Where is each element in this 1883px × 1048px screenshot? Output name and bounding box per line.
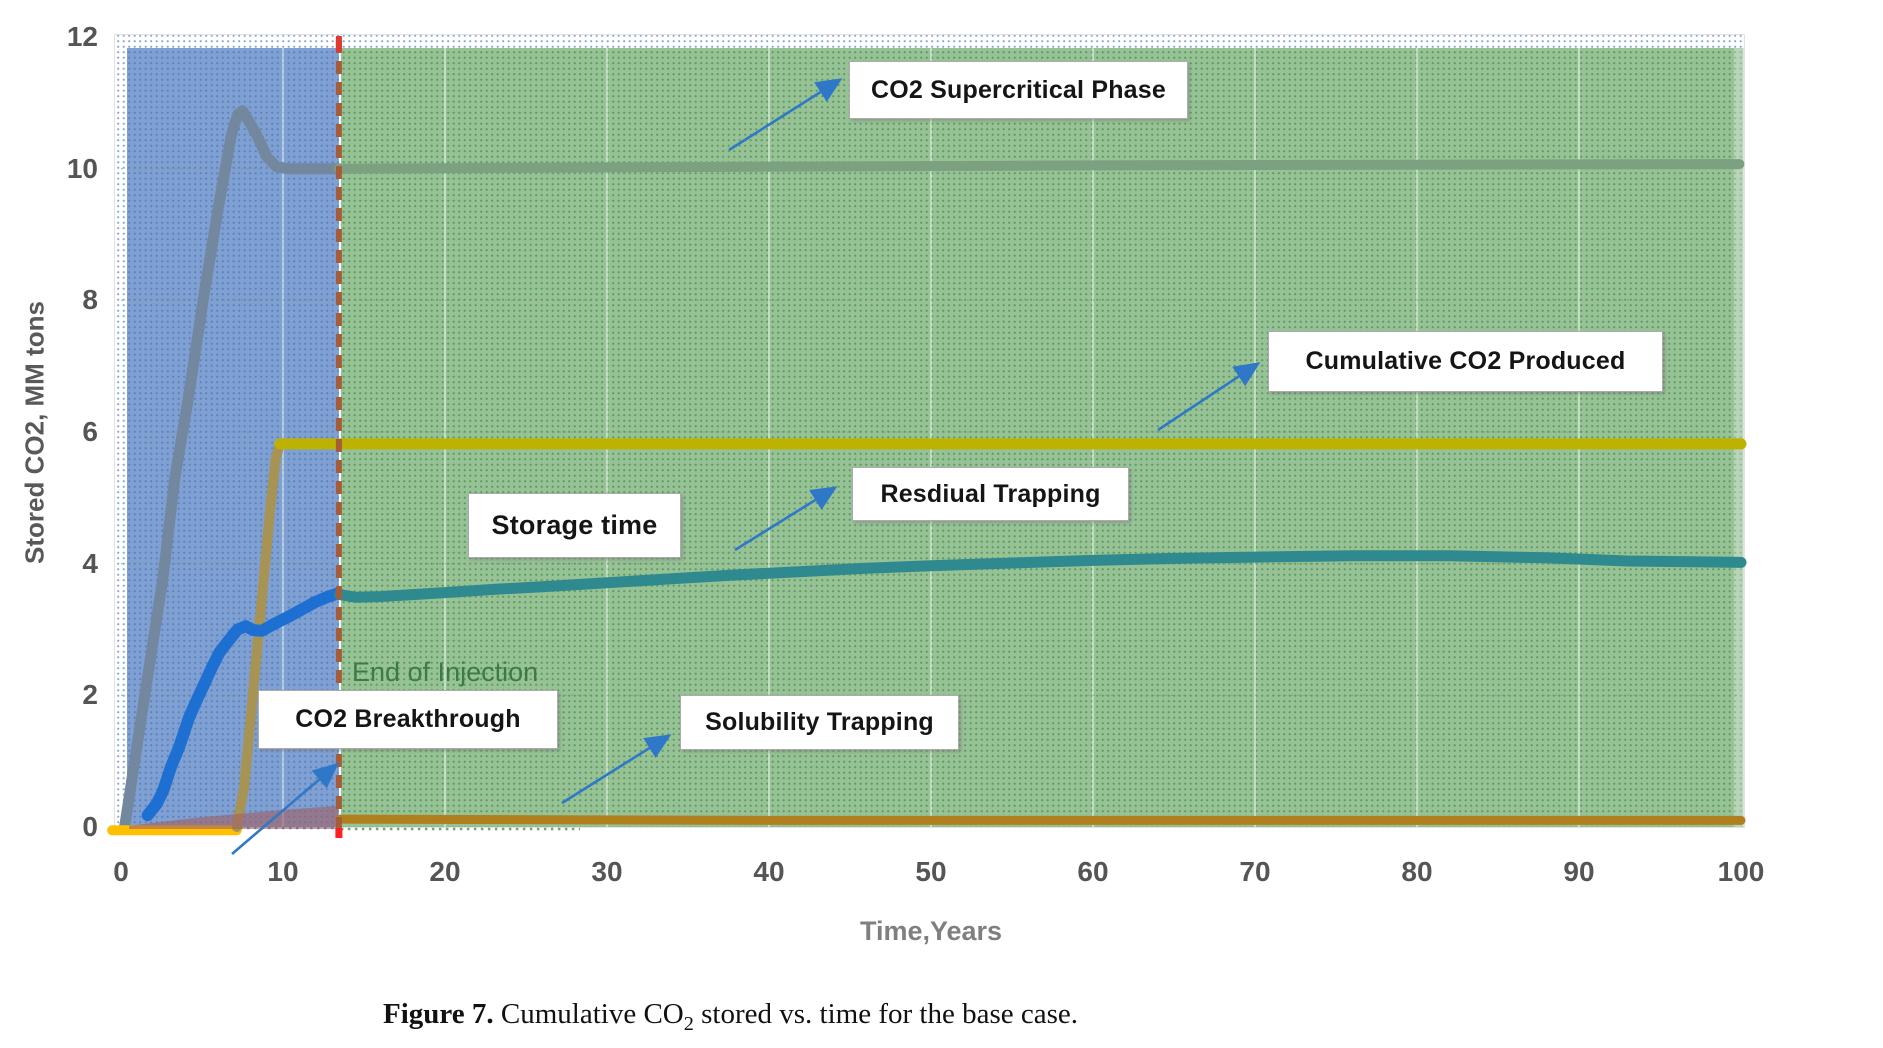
y-tick-label: 8 bbox=[82, 284, 98, 316]
end-of-injection-label: End of Injection bbox=[352, 657, 539, 687]
series-solubility-trapping-seg0 bbox=[335, 814, 1746, 825]
x-tick-label: 30 bbox=[591, 856, 623, 887]
figure-caption: Figure 7. Cumulative CO2 stored vs. time… bbox=[383, 998, 1078, 1036]
annotation-supercritical-phase: CO2 Supercritical Phase bbox=[849, 61, 1188, 119]
annotation-cumulative-produced-label: Cumulative CO2 Produced bbox=[1305, 347, 1626, 375]
figure-caption-number: Figure 7. bbox=[383, 998, 494, 1030]
x-tick-label: 60 bbox=[1077, 856, 1109, 887]
x-axis-title: Time,Years bbox=[859, 916, 1003, 946]
x-tick-label: 0 bbox=[113, 856, 129, 887]
x-tick-label: 10 bbox=[267, 856, 299, 887]
series-co2-supercritical-phase-seg0 bbox=[119, 105, 345, 833]
annotation-co2-breakthrough: CO2 Breakthrough bbox=[258, 690, 558, 749]
figure-caption-text-post: stored vs. time for the base case. bbox=[693, 998, 1078, 1030]
annotation-residual-trapping: Resdiual Trapping bbox=[852, 467, 1129, 521]
x-tick-label: 50 bbox=[915, 856, 947, 887]
data-series bbox=[107, 105, 1747, 836]
series-co2-supercritical-phase-seg1 bbox=[333, 159, 1745, 174]
x-tick-label: 40 bbox=[753, 856, 785, 887]
annotation-storage-time: Storage time bbox=[468, 493, 681, 558]
annotation-co2-breakthrough-label: CO2 Breakthrough bbox=[295, 705, 521, 733]
annotation-supercritical-phase-label: CO2 Supercritical Phase bbox=[870, 75, 1166, 104]
x-tick-label: 100 bbox=[1717, 856, 1765, 887]
storage-period-region bbox=[340, 48, 1743, 827]
y-tick-label: 12 bbox=[66, 21, 98, 53]
figure-caption-subscript: 2 bbox=[683, 1012, 694, 1035]
annotation-storage-time-label: Storage time bbox=[491, 510, 658, 540]
annotation-solubility-trapping-label: Solubility Trapping bbox=[705, 708, 934, 736]
solubility-injection-area bbox=[129, 805, 339, 829]
x-tick-label: 70 bbox=[1239, 856, 1271, 887]
annotation-cumulative-produced: Cumulative CO2 Produced bbox=[1268, 331, 1663, 392]
series-residual-trapping-seg1 bbox=[334, 550, 1747, 603]
x-tick-label: 90 bbox=[1563, 856, 1595, 887]
figure-caption-text-pre: Cumulative CO bbox=[493, 998, 684, 1030]
y-tick-label: 2 bbox=[82, 679, 98, 711]
y-tick-label: 10 bbox=[66, 152, 98, 184]
series-residual-trapping-seg0 bbox=[141, 587, 345, 822]
annotation-residual-trapping-label: Resdiual Trapping bbox=[880, 479, 1101, 508]
annotation-arrows bbox=[231, 78, 1261, 855]
x-tick-label: 20 bbox=[429, 856, 461, 887]
x-tick-label: 80 bbox=[1401, 856, 1433, 887]
series-cumulative-co2-produced-seg1 bbox=[231, 438, 285, 832]
y-tick-label: 4 bbox=[82, 547, 98, 579]
annotation-solubility-trapping: Solubility Trapping bbox=[680, 695, 959, 750]
y-tick-label: 0 bbox=[82, 811, 98, 842]
y-tick-label: 6 bbox=[82, 416, 98, 448]
